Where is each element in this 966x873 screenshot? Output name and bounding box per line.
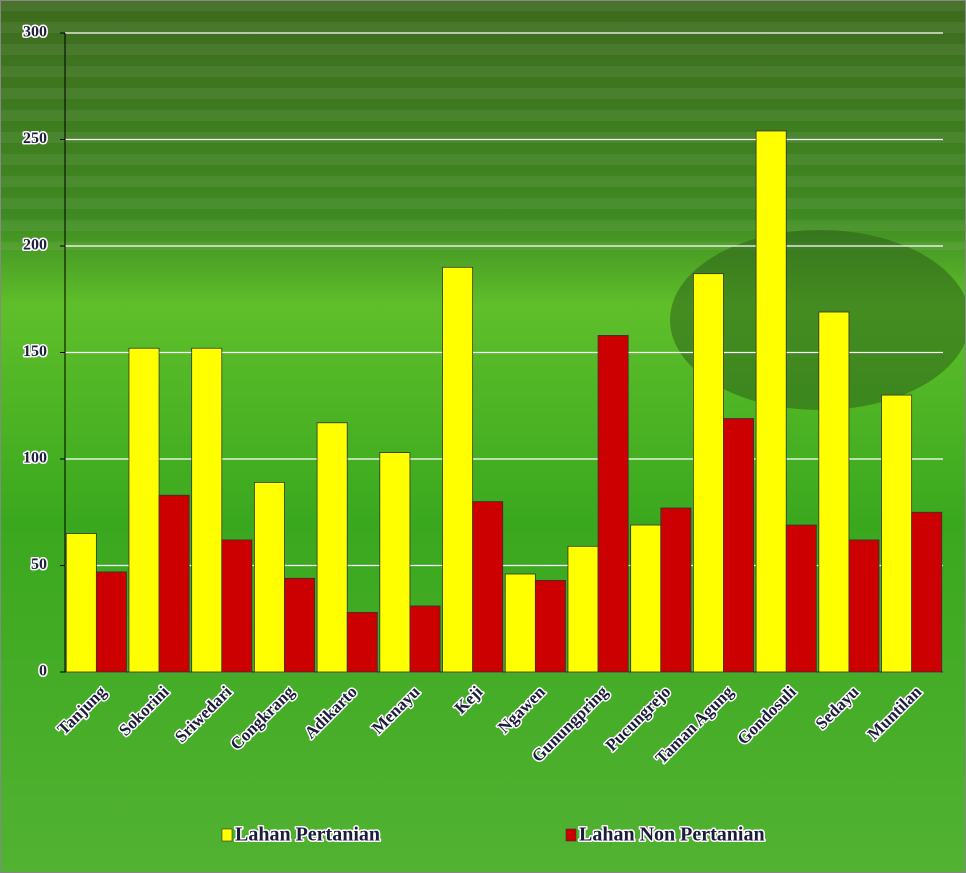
- bar: [534, 580, 566, 673]
- bar: [316, 422, 348, 673]
- bar: [723, 418, 755, 673]
- bar: [65, 533, 97, 673]
- bar: [158, 494, 190, 673]
- y-tick-label: 200: [23, 237, 47, 254]
- bar: [785, 524, 817, 673]
- bar: [755, 130, 787, 673]
- bar: [630, 524, 662, 673]
- bar: [284, 577, 316, 673]
- background-texture: [0, 0, 966, 250]
- bar: [253, 482, 285, 673]
- bar: [409, 605, 441, 673]
- bar: [472, 501, 504, 673]
- legend-label: Lahan Non Pertanian: [579, 824, 765, 846]
- bar: [221, 539, 253, 673]
- bar: [881, 394, 913, 673]
- legend-label: Lahan Pertanian: [235, 824, 380, 846]
- bar: [597, 335, 629, 673]
- bar: [95, 571, 127, 673]
- y-tick-label: 250: [23, 130, 47, 147]
- y-tick-label: 300: [23, 24, 47, 41]
- legend-swatch: [221, 828, 233, 842]
- bar: [567, 545, 599, 673]
- y-tick-label: 50: [31, 556, 47, 573]
- bar: [191, 347, 223, 673]
- bar: [660, 507, 692, 673]
- bar: [346, 611, 378, 673]
- bar: [818, 311, 850, 673]
- bar: [442, 266, 474, 673]
- y-tick-label: 100: [23, 450, 47, 467]
- bar: [692, 273, 724, 673]
- y-tick-label: 0: [39, 663, 47, 680]
- bar: [128, 347, 160, 673]
- bar: [504, 573, 536, 673]
- bar: [911, 511, 943, 673]
- y-tick-label: 150: [23, 343, 47, 360]
- bar: [379, 452, 411, 673]
- legend-swatch: [565, 828, 577, 842]
- bar: [848, 539, 880, 673]
- background-tree: [670, 230, 966, 410]
